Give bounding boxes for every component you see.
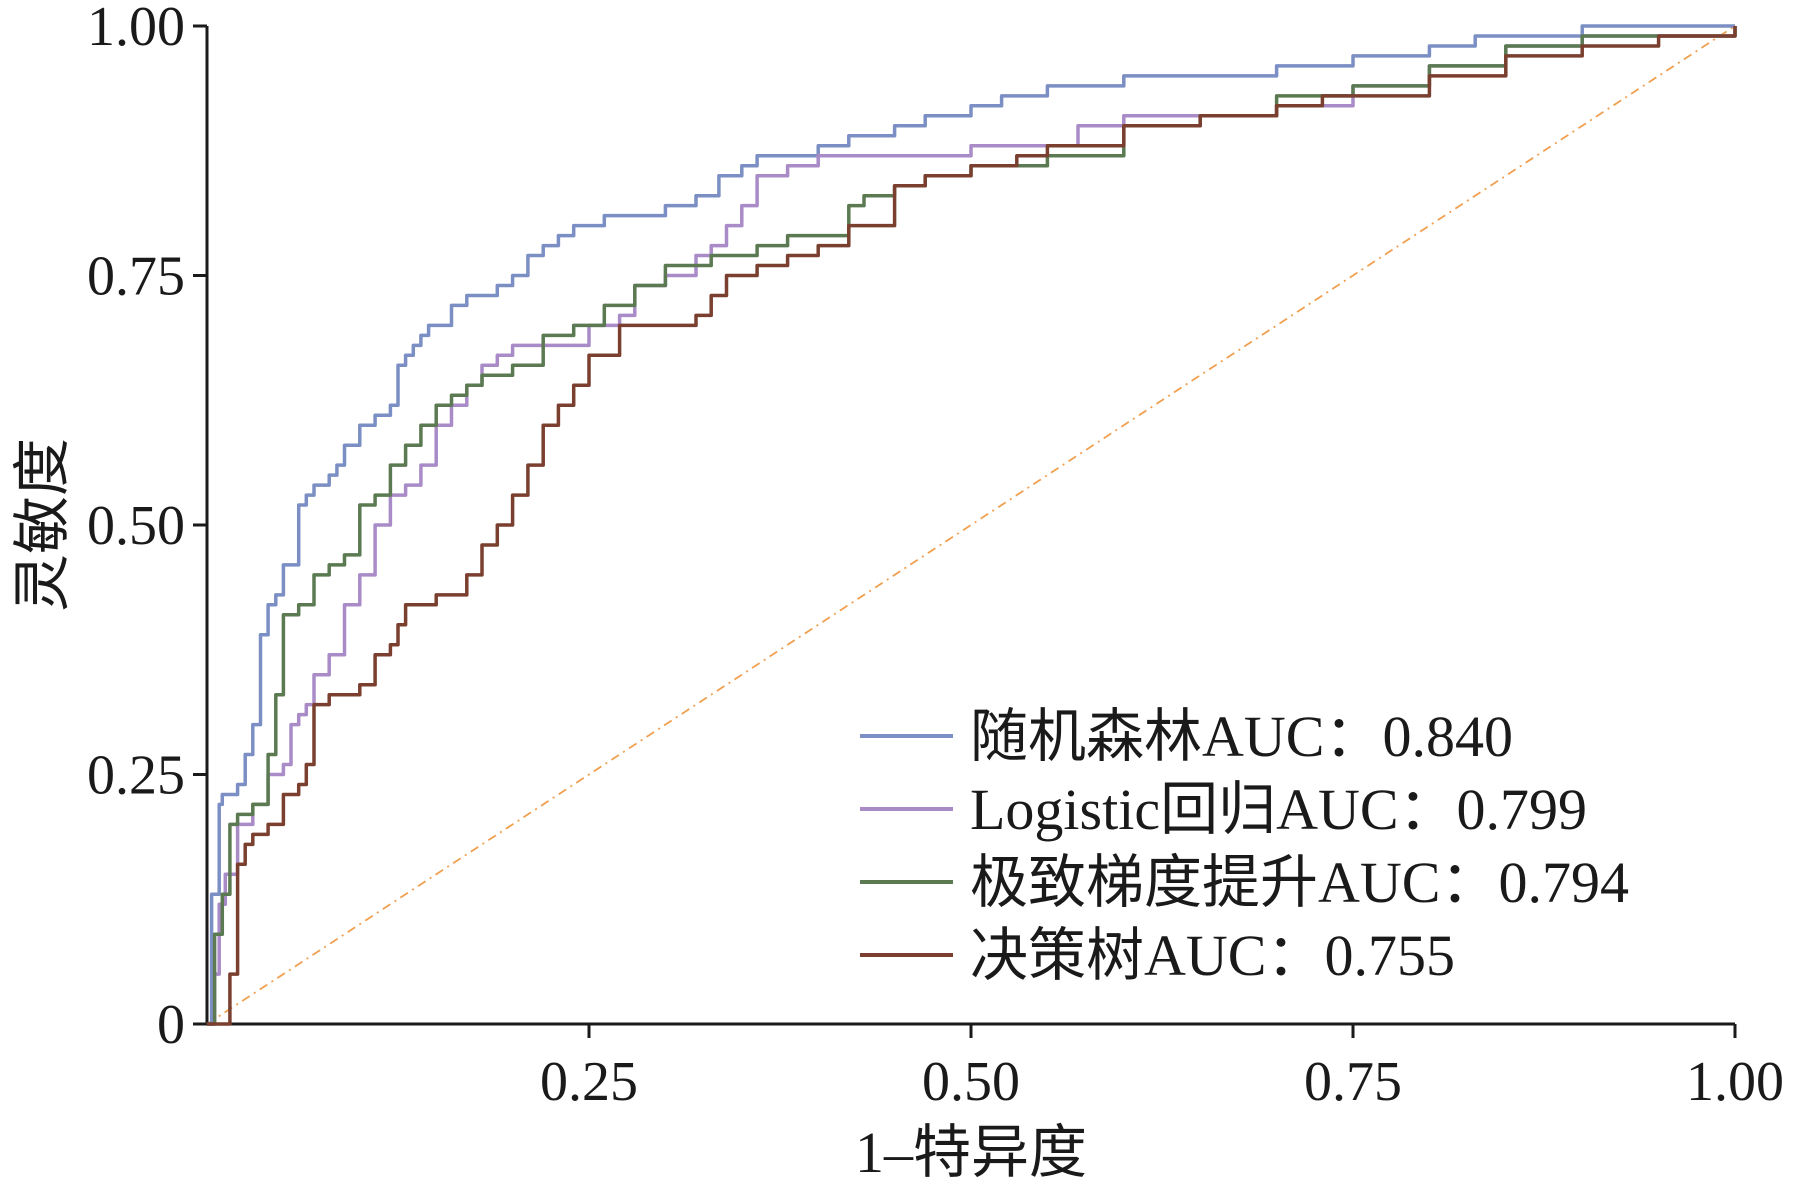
- reference-diagonal-line: [206, 25, 1736, 1025]
- y-tick-label: 0: [157, 994, 185, 1056]
- plot-area: 0 0.25 0.50 0.75 1.00 0.25 0.50 0.75 1.00 1–特异度 灵敏…: [10, 0, 1784, 1181]
- roc-series-line-4: [207, 26, 1737, 1026]
- legend-label-4: 决策树AUC：0.755: [970, 923, 1455, 988]
- x-tick-label: 0.75: [1304, 1051, 1402, 1113]
- roc-series-line-1: [207, 24, 1735, 1026]
- y-tick-label: 0.25: [87, 745, 185, 807]
- x-axis-title: 1–特异度: [855, 1120, 1087, 1181]
- y-tick-label: 1.00: [87, 0, 185, 58]
- legend-label-3: 极致梯度提升AUC：0.794: [970, 850, 1629, 915]
- y-tick-label: 0.75: [87, 246, 185, 308]
- x-tick-label: 0.25: [540, 1051, 638, 1113]
- legend-label-2: Logistic回归AUC：0.799: [970, 777, 1587, 842]
- x-tick-label: 1.00: [1686, 1051, 1784, 1113]
- roc-series-line-2: [207, 26, 1737, 1026]
- y-tick-label: 0.50: [87, 495, 185, 557]
- legend-label-1: 随机森林AUC：0.840: [970, 704, 1513, 769]
- y-axis-title: 灵敏度: [10, 438, 75, 612]
- x-tick-label: 0.50: [922, 1051, 1020, 1113]
